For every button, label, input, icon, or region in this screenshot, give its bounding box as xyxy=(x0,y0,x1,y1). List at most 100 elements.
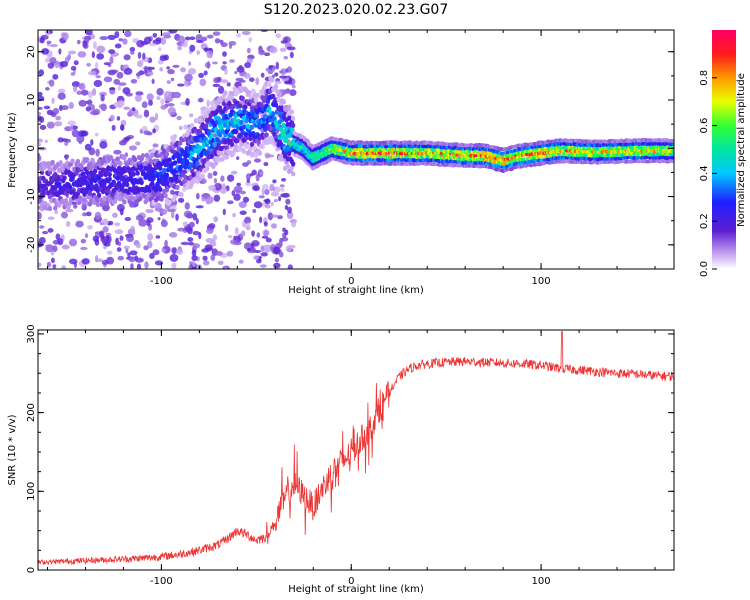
spectrogram-noise-cell xyxy=(187,213,194,219)
spectrogram-ridge-cell xyxy=(164,151,170,157)
spectrogram-noise-cell xyxy=(57,137,64,143)
spectrogram-noise-cell xyxy=(269,185,276,192)
spectrogram-noise-cell xyxy=(180,241,190,246)
snr-y-ticks: 0 100 200 300 xyxy=(26,324,674,573)
spectrogram-noise-cell xyxy=(39,225,45,229)
spectrogram-noise-cell xyxy=(283,55,288,60)
spectrogram-noise-cell xyxy=(176,115,182,121)
spectrogram-ridge-cell xyxy=(62,175,67,181)
spectrogram-noise-cell xyxy=(285,198,291,205)
spectrogram-noise-cell xyxy=(175,248,184,255)
spectrogram-noise-cell xyxy=(177,227,186,232)
spectrogram-noise-cell xyxy=(45,30,50,37)
spectrogram-noise-cell xyxy=(261,187,265,196)
spectrogram-ridge-cell xyxy=(216,138,221,144)
spectrogram-noise-cell xyxy=(189,36,196,41)
spectrogram-noise-cell xyxy=(238,259,244,264)
spectrogram-noise-cell xyxy=(274,80,282,85)
spectrogram-noise-cell xyxy=(55,115,62,121)
spectrogram-noise-cell xyxy=(246,222,251,229)
spectrogram-ridge-cell xyxy=(271,93,276,99)
spectrogram-ridge-cell xyxy=(96,192,102,198)
spectrogram-noise-cell xyxy=(232,212,236,218)
spectrogram-noise-cell xyxy=(240,190,246,195)
spectrogram-noise-cell xyxy=(166,80,171,84)
spectrogram-noise-cell xyxy=(192,213,198,221)
spectrogram-noise-cell xyxy=(188,242,195,246)
spectrogram-noise-cell xyxy=(163,90,173,99)
spectrogram-ridge-cell xyxy=(203,123,208,129)
spectrogram-ridge-cell xyxy=(150,152,155,158)
spectrogram-noise-cell xyxy=(155,235,161,239)
spectrogram-noise-cell xyxy=(195,34,203,42)
spectrogram-noise-cell xyxy=(168,232,178,238)
spectrogram-ridge-cell xyxy=(170,189,175,195)
spectrogram-ridge-cell xyxy=(239,141,244,147)
spectrogram-noise-cell xyxy=(177,197,185,203)
spectrogram-noise-cell xyxy=(85,30,93,36)
spectrogram-noise-cell xyxy=(57,92,66,100)
spectrogram-noise-cell xyxy=(135,257,144,263)
spectrogram-ridge-cell xyxy=(79,164,85,171)
spectrogram-noise-cell xyxy=(177,35,185,44)
spectrogram-noise-cell xyxy=(224,68,228,75)
spectrogram-ridge-cell xyxy=(203,167,208,173)
spectrogram-noise-cell xyxy=(48,79,55,87)
spectrogram-ridge-cell xyxy=(220,128,225,134)
spectrogram-noise-cell xyxy=(246,247,251,252)
spectrogram-ridge-cell xyxy=(138,195,143,202)
spectrogram-y-ticks: 20 10 0 -10 -20 xyxy=(26,45,674,270)
spectrogram-noise-cell xyxy=(49,57,57,64)
spectrogram-noise-cell xyxy=(212,61,218,65)
spectrogram-noise-cell xyxy=(129,46,136,52)
spectrogram-noise-cell xyxy=(154,112,159,121)
spectrogram-noise-cell xyxy=(275,61,280,70)
spectrogram-noise-cell xyxy=(135,114,143,119)
spectrogram-noise-cell xyxy=(265,237,272,243)
spectrogram-noise-cell xyxy=(137,51,142,59)
spectrogram-ridge-cell xyxy=(96,175,102,181)
spectrogram-x-label: Height of straight line (km) xyxy=(288,285,424,296)
spectrogram-noise-cell xyxy=(274,257,279,263)
spectrogram-ridge-cell xyxy=(207,129,212,135)
spectrogram-noise-cell xyxy=(125,247,129,254)
spectrogram-x-tick-label: 0 xyxy=(348,276,354,287)
colorbar-tick-label: 0.4 xyxy=(699,165,710,181)
spectrogram-noise-cell xyxy=(109,87,116,91)
spectrogram-noise-cell xyxy=(270,201,274,207)
spectrogram-noise-cell xyxy=(98,104,104,109)
spectrogram-noise-cell xyxy=(269,46,278,54)
spectrogram-noise-cell xyxy=(249,77,255,82)
spectrogram-noise-cell xyxy=(278,240,283,248)
spectrogram-noise-cell xyxy=(144,261,149,269)
spectrogram-noise-cell xyxy=(206,228,214,235)
spectrogram-ridge-cell xyxy=(285,163,291,169)
spectrogram-noise-cell xyxy=(99,230,105,238)
spectrogram-cells xyxy=(38,30,674,269)
spectrogram-ridge-cell xyxy=(118,160,123,167)
spectrogram-noise-cell xyxy=(280,68,287,75)
spectrogram-noise-cell xyxy=(38,91,43,97)
spectrogram-ridge-cell xyxy=(95,201,101,207)
spectrogram-noise-cell xyxy=(124,30,132,38)
spectrogram-noise-cell xyxy=(196,192,200,200)
spectrogram-noise-cell xyxy=(82,212,88,217)
spectrogram-noise-cell xyxy=(201,196,206,202)
spectrogram-noise-cell xyxy=(44,57,51,63)
spectrogram-noise-cell xyxy=(130,78,138,84)
spectrogram-ridge-cell xyxy=(290,115,296,121)
spectrogram-noise-cell xyxy=(231,190,236,197)
spectrogram-noise-cell xyxy=(100,94,105,102)
spectrogram-noise-cell xyxy=(59,61,69,68)
spectrogram-ridge-cell xyxy=(260,89,265,95)
spectrogram-noise-cell xyxy=(253,255,260,261)
spectrogram-noise-cell xyxy=(222,51,227,57)
spectrogram-noise-cell xyxy=(118,140,127,146)
spectrogram-noise-cell xyxy=(286,66,293,73)
spectrogram-noise-cell xyxy=(123,106,130,110)
spectrogram-ridge-cell xyxy=(278,126,284,133)
spectrogram-noise-cell xyxy=(263,52,271,57)
spectrogram-noise-cell xyxy=(272,179,277,184)
spectrogram-ridge-cell xyxy=(267,81,272,88)
